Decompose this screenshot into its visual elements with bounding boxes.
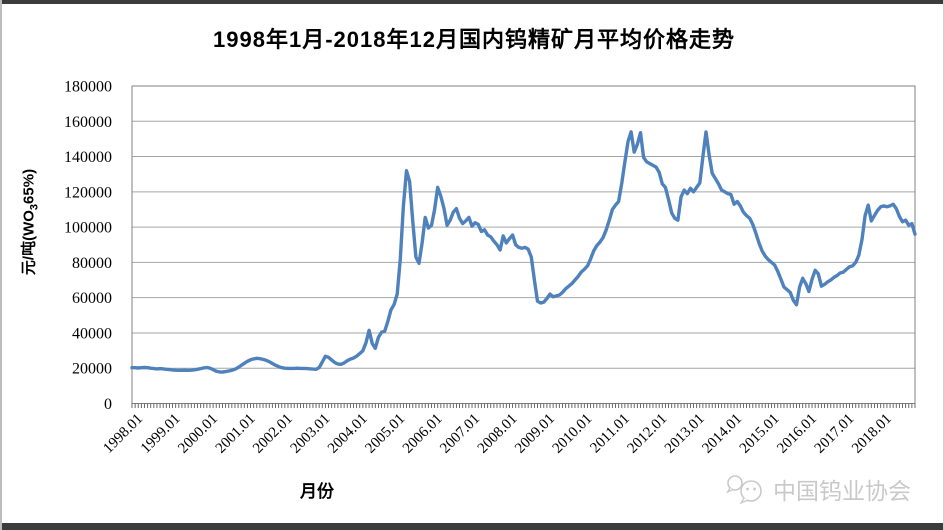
y-tick-label: 60000 xyxy=(72,290,112,307)
y-tick-label: 0 xyxy=(104,396,112,413)
x-tick-label: 2001.01 xyxy=(213,411,259,457)
x-tick-label: 2010.01 xyxy=(550,411,596,457)
wechat-logo-icon xyxy=(725,475,762,505)
x-axis-title: 月份 xyxy=(300,482,334,501)
watermark: 中国钨业协会 xyxy=(724,472,911,506)
y-tick-label: 160000 xyxy=(64,114,112,131)
y-axis-title: 元/吨(WO365%) xyxy=(20,168,41,276)
x-tick-label: 2017.01 xyxy=(812,411,858,457)
top-divider-bar xyxy=(2,0,943,4)
x-tick-label: 2016.01 xyxy=(774,411,820,457)
x-tick-label: 2012.01 xyxy=(624,411,670,457)
price-series-line xyxy=(130,130,917,374)
x-tick-label: 2004.01 xyxy=(325,411,371,457)
x-tick-label: 1998.01 xyxy=(100,411,146,457)
x-tick-label: 2000.01 xyxy=(175,411,221,457)
y-tick-label: 20000 xyxy=(72,361,112,378)
x-tick-label: 2006.01 xyxy=(400,411,446,457)
x-tick-label: 2005.01 xyxy=(362,411,408,457)
x-tick-label: 2008.01 xyxy=(475,411,521,457)
x-tick-label: 2011.01 xyxy=(587,411,632,456)
y-tick-label: 40000 xyxy=(72,325,112,342)
y-tick-label: 80000 xyxy=(72,255,112,272)
x-tick-label: 1999.01 xyxy=(138,411,184,457)
x-tick-label: 2014.01 xyxy=(699,411,745,457)
chart-title: 1998年1月-2018年12月国内钨精矿月平均价格走势 xyxy=(213,27,735,52)
x-tick-label: 2015.01 xyxy=(737,411,783,457)
x-tick-label: 2002.01 xyxy=(250,411,296,457)
x-tick-label: 2007.01 xyxy=(437,411,483,457)
y-tick-label: 140000 xyxy=(64,149,112,166)
y-tick-label: 180000 xyxy=(64,79,112,96)
x-tick-label: 2003.01 xyxy=(288,411,334,457)
x-tick-label: 2013.01 xyxy=(662,411,708,457)
x-tick-label: 2018.01 xyxy=(849,411,895,457)
bottom-divider-bar xyxy=(2,523,943,530)
y-tick-label: 100000 xyxy=(64,220,112,237)
x-tick-label: 2009.01 xyxy=(512,411,558,457)
y-tick-label: 120000 xyxy=(64,184,112,201)
plot-border xyxy=(131,85,916,404)
watermark-text: 中国钨业协会 xyxy=(773,478,911,504)
